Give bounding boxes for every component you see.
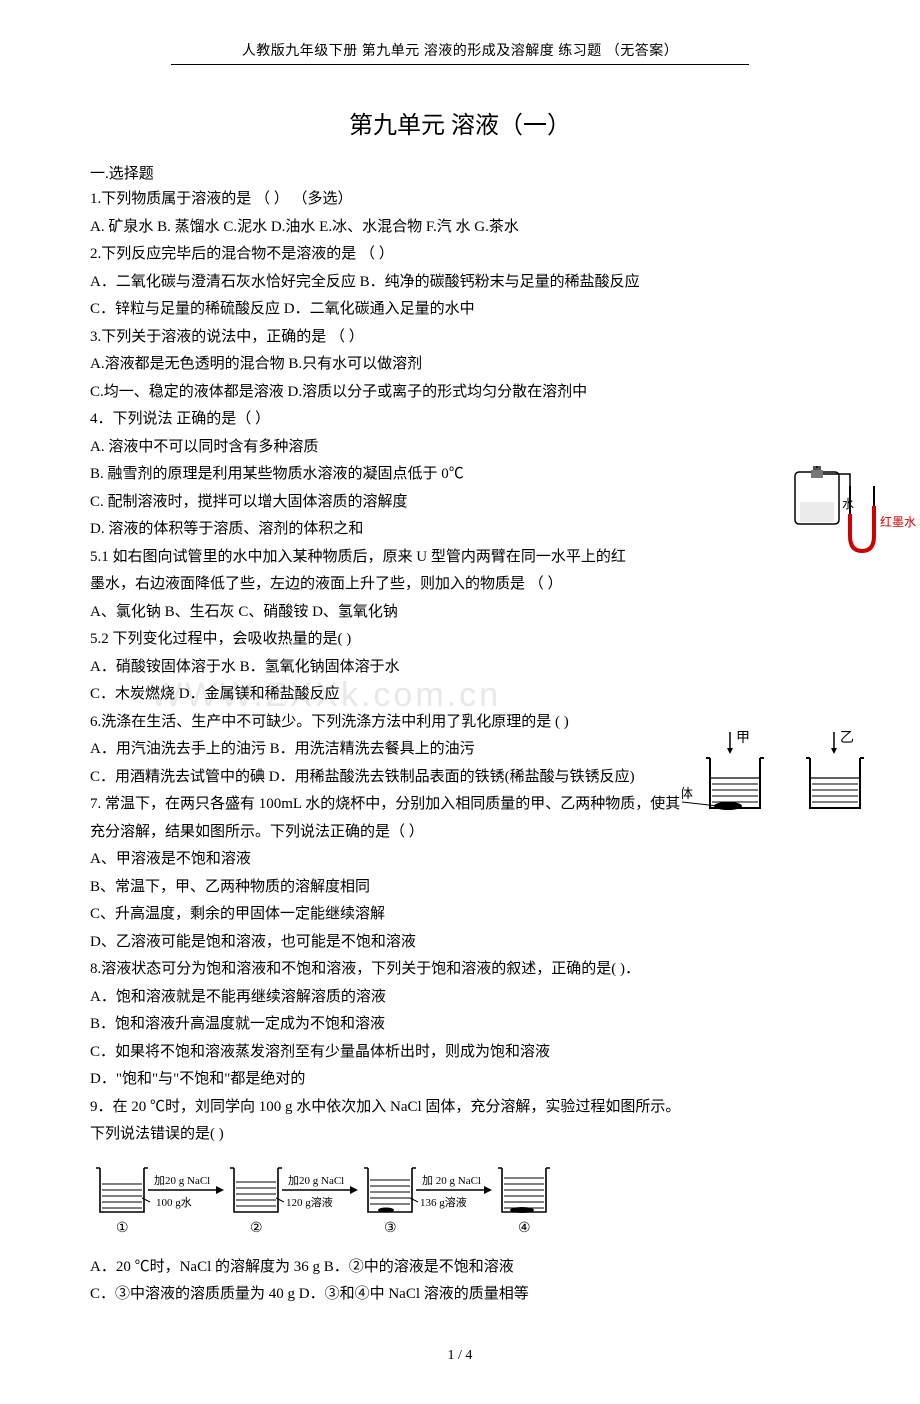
q1-options: A. 矿泉水 B. 蒸馏水 C.泥水 D.油水 E.冰、水混合物 F.汽 水 G…	[90, 215, 830, 241]
arrow3-label: 加 20 g NaCl	[422, 1174, 481, 1187]
arrow2-label: 加20 g NaCl	[288, 1174, 344, 1187]
beaker-num-2: ②	[250, 1221, 263, 1236]
q9-stem-line2: 下列说法错误的是( )	[90, 1122, 830, 1148]
q52-option-ab: A．硝酸铵固体溶于水 B．氢氧化钠固体溶于水	[90, 655, 830, 681]
q4-option-d: D. 溶液的体积等于溶质、溶剂的体积之和	[90, 517, 830, 543]
yi-arrow-label: 乙	[840, 730, 854, 746]
q2-option-ab: A．二氧化碳与澄清石灰水恰好完全反应 B．纯净的碳酸钙粉末与足量的稀盐酸反应	[90, 270, 830, 296]
q3-option-cd: C.均一、稳定的液体都是溶液 D.溶质以分子或离子的形式均匀分散在溶剂中	[90, 380, 830, 406]
q52-option-cd: C．木炭燃烧 D．金属镁和稀盐酸反应	[90, 682, 830, 708]
q2-option-cd: C．锌粒与足量的稀硫酸反应 D．二氧化碳通入足量的水中	[90, 297, 830, 323]
q52-stem: 5.2 下列变化过程中，会吸收热量的是( )	[90, 627, 830, 653]
sol-136g: 136 g溶液	[420, 1195, 467, 1209]
q4-option-c: C. 配制溶液时，搅拌可以增大固体溶质的溶解度	[90, 490, 830, 516]
q9-option-ab: A．20 ℃时，NaCl 的溶解度为 36 g B．②中的溶液是不饱和溶液	[90, 1255, 830, 1281]
beaker-num-1: ①	[116, 1221, 129, 1236]
q51-stem-line1: 5.1 如右图向试管里的水中加入某种物质后，原来 U 型管内两臂在同一水平上的红	[90, 545, 830, 571]
nacl-process-diagram: 加20 g NaCl 100 g水 加20 g NaCl 120 g溶液	[90, 1154, 830, 1249]
q9-option-cd: C．③中溶液的溶质质量为 40 g D．③和④中 NaCl 溶液的质量相等	[90, 1282, 830, 1308]
q4-option-a: A. 溶液中不可以同时含有多种溶质	[90, 435, 830, 461]
water-label: 水	[842, 497, 854, 511]
utube-diagram: 水 红墨水	[780, 466, 920, 576]
worksheet-page: 人教版九年级下册 第九单元 溶液的形成及溶解度 练习题 （无答案） 第九单元 溶…	[0, 0, 920, 1404]
q7-option-b: B、常温下，甲、乙两种物质的溶解度相同	[90, 875, 830, 901]
q8-option-a: A．饱和溶液就是不能再继续溶解溶质的溶液	[90, 985, 830, 1011]
q4-option-b: B. 融雪剂的原理是利用某些物质水溶液的凝固点低于 0℃	[90, 462, 830, 488]
arrow1-label: 加20 g NaCl	[154, 1174, 210, 1187]
q7-option-c: C、升高温度，剩余的甲固体一定能继续溶解	[90, 902, 830, 928]
section-heading: 一.选择题	[90, 162, 830, 183]
q51-options: A、氯化钠 B、生石灰 C、硝酸铵 D、氢氧化钠	[90, 600, 830, 626]
q1-stem: 1.下列物质属于溶液的是 （ ） （多选）	[90, 187, 830, 213]
q7-option-a: A、甲溶液是不饱和溶液	[90, 847, 830, 873]
q8-option-b: B．饱和溶液升高温度就一定成为不饱和溶液	[90, 1012, 830, 1038]
water-100g: 100 g水	[156, 1196, 192, 1209]
q7-option-d: D、乙溶液可能是饱和溶液，也可能是不饱和溶液	[90, 930, 830, 956]
q8-option-d: D．"饱和"与"不饱和"都是绝对的	[90, 1067, 830, 1093]
q3-stem: 3.下列关于溶液的说法中，正确的是 （ ）	[90, 325, 830, 351]
q51-stem-line2: 墨水，右边液面降低了些，左边的液面上升了些，则加入的物质是 （ ）	[90, 572, 830, 598]
q9-stem-line1: 9．在 20 ℃时，刘同学向 100 g 水中依次加入 NaCl 固体，充分溶解…	[90, 1095, 830, 1121]
sol-120g: 120 g溶液	[286, 1195, 333, 1209]
ink-label: 红墨水	[880, 514, 916, 529]
page-footer: 1 / 4	[90, 1348, 830, 1364]
q3-option-ab: A.溶液都是无色透明的混合物 B.只有水可以做溶剂	[90, 352, 830, 378]
header-underline	[171, 64, 748, 65]
solid-label: 甲固体	[682, 786, 693, 801]
page-title: 第九单元 溶液（一）	[90, 105, 830, 140]
q8-option-c: C．如果将不饱和溶液蒸发溶剂至有少量晶体析出时，则成为饱和溶液	[90, 1040, 830, 1066]
q8-stem: 8.溶液状态可分为饱和溶液和不饱和溶液，下列关于饱和溶液的叙述，正确的是( )．	[90, 957, 830, 983]
page-header: 人教版九年级下册 第九单元 溶液的形成及溶解度 练习题 （无答案）	[90, 40, 830, 60]
q2-stem: 2.下列反应完毕后的混合物不是溶液的是 （ ）	[90, 242, 830, 268]
jia-arrow-label: 甲	[736, 731, 750, 746]
q4-stem: 4．下列说法 正确的是（ ）	[90, 407, 830, 433]
beaker-num-4: ④	[518, 1221, 531, 1236]
beakers-diagram: 甲 乙 甲固体	[682, 730, 872, 830]
beaker-num-3: ③	[384, 1221, 397, 1236]
